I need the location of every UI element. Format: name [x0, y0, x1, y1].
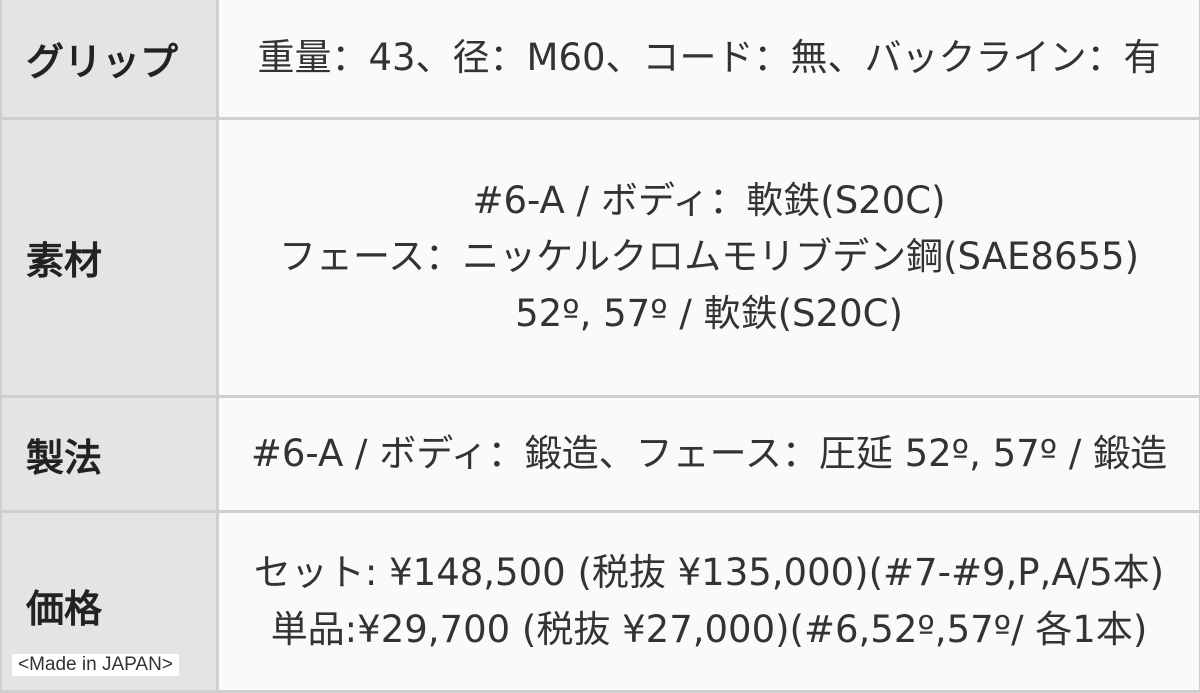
- row-value: 重量：43、径：M60、コード：無、バックライン：有: [218, 0, 1200, 119]
- price-label: 価格: [26, 587, 102, 631]
- row-value: セット: ¥148,500 (税抜 ¥135,000)(#7-#9,P,A/5本…: [218, 512, 1200, 692]
- value-line: 52º, 57º / 軟鉄(S20C): [219, 286, 1199, 342]
- made-in-japan-label: <Made in JAPAN>: [12, 654, 179, 676]
- value-line: セット: ¥148,500 (税抜 ¥135,000)(#7-#9,P,A/5本…: [219, 545, 1199, 601]
- value-line: フェース：ニッケルクロムモリブデン鋼(SAE8655): [219, 229, 1199, 285]
- row-label: グリップ: [1, 0, 218, 119]
- row-label: 製法: [1, 397, 218, 512]
- table-row-price: 価格 <Made in JAPAN> セット: ¥148,500 (税抜 ¥13…: [1, 512, 1200, 692]
- value-line: #6-A / ボディ：軟鉄(S20C): [219, 173, 1199, 229]
- row-label: 素材: [1, 119, 218, 397]
- row-value: #6-A / ボディ：鍛造、フェース：圧延 52º, 57º / 鍛造: [218, 397, 1200, 512]
- row-value: #6-A / ボディ：軟鉄(S20C) フェース：ニッケルクロムモリブデン鋼(S…: [218, 119, 1200, 397]
- value-line: #6-A / ボディ：鍛造、フェース：圧延 52º, 57º / 鍛造: [219, 426, 1199, 482]
- value-line: 単品:¥29,700 (税抜 ¥27,000)(#6,52º,57º/ 各1本): [219, 602, 1199, 658]
- table-row-material: 素材 #6-A / ボディ：軟鉄(S20C) フェース：ニッケルクロムモリブデン…: [1, 119, 1200, 397]
- table-row-method: 製法 #6-A / ボディ：鍛造、フェース：圧延 52º, 57º / 鍛造: [1, 397, 1200, 512]
- row-label: 価格 <Made in JAPAN>: [1, 512, 218, 692]
- value-line: 重量：43、径：M60、コード：無、バックライン：有: [219, 30, 1199, 86]
- table-row-grip: グリップ 重量：43、径：M60、コード：無、バックライン：有: [1, 0, 1200, 119]
